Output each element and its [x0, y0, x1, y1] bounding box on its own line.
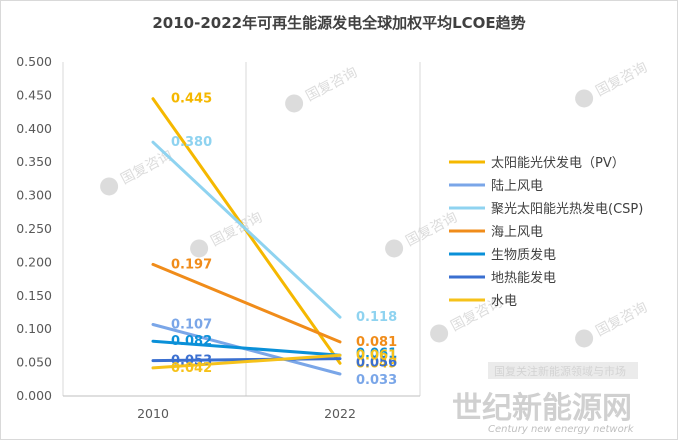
y-tick-label: 0.250 — [16, 221, 52, 236]
x-tick-label: 2022 — [324, 406, 356, 421]
series-line — [151, 140, 342, 319]
y-tick-label: 0.000 — [16, 388, 52, 403]
brand-watermark: 国复咨询 — [285, 64, 360, 113]
y-tick-label: 0.350 — [16, 154, 52, 169]
brand-watermark: 国复咨询 — [575, 299, 650, 348]
y-tick-label: 0.150 — [16, 288, 52, 303]
legend-label: 太阳能光伏发电（PV） — [491, 155, 625, 171]
data-label: 0.053 — [171, 354, 212, 369]
data-labels: 0.445 0.049 0.107 0.033 0.380 0.118 0.197 0.081… — [171, 92, 397, 388]
banner-watermark: 国复关注新能源领域与市场 — [494, 364, 626, 378]
series-line — [151, 262, 342, 344]
svg-text:国复咨询: 国复咨询 — [303, 64, 360, 105]
y-tick-label: 0.200 — [16, 254, 52, 269]
series-lines — [151, 97, 342, 376]
svg-text:国复咨询: 国复咨询 — [118, 147, 175, 188]
svg-text:国复咨询: 国复咨询 — [403, 209, 460, 250]
site-watermark-en: Century new energy network — [488, 424, 635, 435]
legend-label: 陆上风电 — [491, 178, 543, 194]
data-label: 0.061 — [356, 348, 397, 363]
data-label: 0.197 — [171, 257, 212, 272]
y-tick-label: 0.400 — [16, 121, 52, 136]
y-tick-label: 0.450 — [16, 87, 52, 102]
brand-watermark: 国复咨询 — [575, 59, 650, 108]
banner-watermark-bg — [488, 362, 638, 379]
legend-label: 海上风电 — [491, 225, 543, 240]
data-label: 0.061 — [356, 346, 397, 361]
legend-label: 地热能发电 — [491, 270, 556, 286]
data-label: 0.445 — [171, 92, 212, 107]
y-tick-label: 0.100 — [16, 321, 52, 336]
data-label: 0.056 — [356, 356, 397, 371]
y-tick-label: 0.500 — [16, 54, 52, 69]
y-tick-label: 0.050 — [16, 355, 52, 370]
svg-text:国复咨询: 国复咨询 — [593, 299, 650, 340]
data-label: 0.049 — [356, 356, 397, 371]
svg-text:国复咨询: 国复咨询 — [593, 59, 650, 100]
legend-label: 聚光太阳能光热发电(CSP) — [491, 201, 643, 217]
series-line — [151, 339, 342, 357]
x-tick-label: 2010 — [137, 406, 169, 421]
legend-label: 生物质发电 — [491, 247, 556, 263]
data-label: 0.380 — [171, 135, 212, 150]
legend-label: 水电 — [491, 294, 517, 309]
data-label: 0.107 — [171, 318, 212, 333]
data-label: 0.042 — [171, 361, 212, 376]
series-line — [151, 357, 342, 363]
series-line — [151, 353, 342, 370]
y-tick-label: 0.300 — [16, 188, 52, 203]
chart-title: 2010-2022年可再生能源发电全球加权平均LCOE趋势 — [152, 14, 526, 32]
data-label: 0.033 — [356, 373, 397, 388]
brand-watermark: 国复咨询 — [385, 209, 460, 258]
data-label: 0.082 — [171, 334, 212, 349]
data-label: 0.081 — [356, 335, 397, 350]
site-watermark: 世纪新能源网 — [452, 391, 632, 426]
data-label: 0.118 — [356, 310, 397, 325]
